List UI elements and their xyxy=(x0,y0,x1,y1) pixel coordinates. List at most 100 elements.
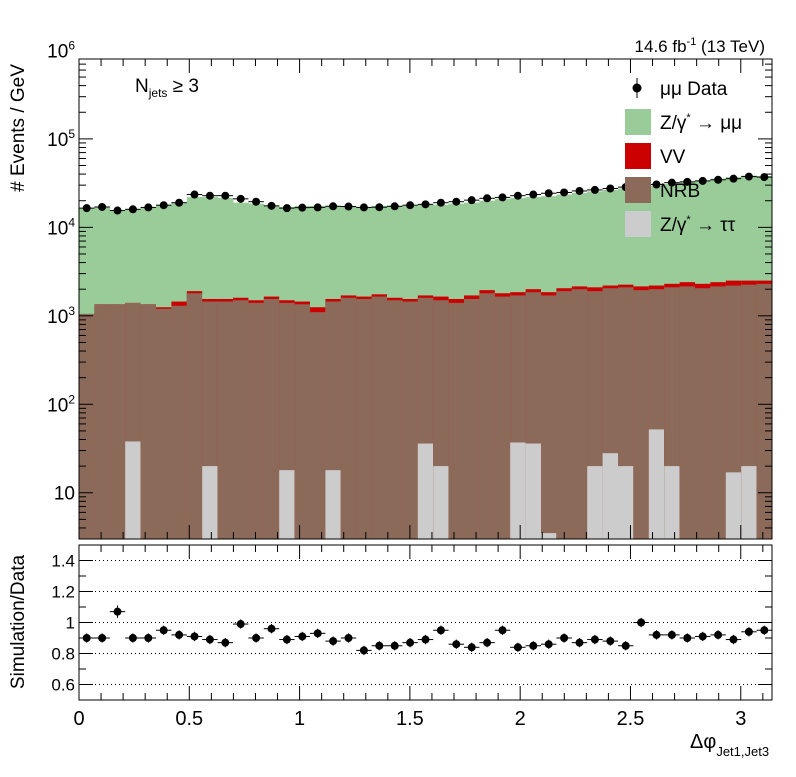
y-tick-label: 102 xyxy=(47,392,75,416)
data-point xyxy=(452,197,461,206)
data-point xyxy=(144,203,153,212)
bar-nrb xyxy=(371,296,388,539)
data-point xyxy=(267,201,276,210)
bar-ztt xyxy=(202,466,218,539)
selection-label: Njets ≥ 3 xyxy=(135,76,199,100)
data-point xyxy=(483,194,492,203)
y-tick-base: 10 xyxy=(47,395,68,416)
ratio-point xyxy=(236,620,245,629)
y-tick-base: 10 xyxy=(47,218,68,239)
ratio-point xyxy=(113,607,122,616)
x-tick-label: 2.5 xyxy=(617,708,645,730)
bar-ztt xyxy=(279,470,295,539)
data-point xyxy=(714,175,723,184)
data-point xyxy=(467,196,476,205)
ratio-point xyxy=(175,630,184,639)
legend-data-marker xyxy=(632,83,642,93)
y-tick-base: 10 xyxy=(47,130,68,151)
data-point xyxy=(729,174,738,183)
bar-nrb xyxy=(679,286,696,539)
data-point xyxy=(236,194,245,203)
bar-ztt xyxy=(417,443,434,539)
bar-ztt xyxy=(541,533,557,539)
ratio-point xyxy=(744,627,753,636)
ratio-point xyxy=(544,640,553,649)
bar-nrb xyxy=(541,295,557,539)
data-point xyxy=(683,177,692,186)
ratio-point xyxy=(406,638,415,647)
bar-ztt xyxy=(618,466,634,539)
bar-nrb xyxy=(756,283,773,539)
ratio-point xyxy=(652,630,661,639)
x-tick-label: 3 xyxy=(735,708,746,730)
ratio-point xyxy=(606,637,615,646)
data-point xyxy=(313,203,322,212)
bar-nrb xyxy=(233,300,249,539)
data-point xyxy=(344,202,353,211)
y-tick-exponent: 6 xyxy=(68,38,75,52)
bar-nrb xyxy=(140,304,157,539)
data-point xyxy=(698,176,707,185)
bar-nrb xyxy=(294,304,311,539)
legend-label-tail: → μμ xyxy=(691,113,742,134)
ratio-point xyxy=(205,635,214,644)
ratio-point xyxy=(82,634,91,642)
bar-ztt xyxy=(510,442,526,539)
bar-nrb xyxy=(186,293,203,539)
data-point xyxy=(359,203,368,212)
bar-nrb xyxy=(263,298,280,539)
bar-nrb xyxy=(402,301,419,539)
ratio-point xyxy=(128,634,137,642)
ratio-point xyxy=(252,634,261,642)
ratio-point xyxy=(159,626,168,635)
y-tick-exponent: 3 xyxy=(68,304,75,318)
data-point xyxy=(560,188,569,197)
data-point xyxy=(82,204,91,213)
ratio-point xyxy=(375,641,384,650)
data-point xyxy=(421,200,430,209)
y-tick-label: 103 xyxy=(47,304,75,328)
data-point xyxy=(205,191,214,200)
bar-ztt xyxy=(648,429,665,539)
x-tick-label: 2 xyxy=(515,708,526,730)
data-point xyxy=(221,191,230,200)
ratio-point xyxy=(590,635,599,644)
data-point xyxy=(498,193,507,202)
lumi-label: 14.6 fb-1 (13 TeV) xyxy=(635,36,765,56)
ratio-point xyxy=(298,632,307,641)
bar-nrb xyxy=(217,301,234,539)
ratio-point xyxy=(144,634,153,642)
bar-nrb xyxy=(156,308,172,539)
bar-ztt xyxy=(725,472,742,539)
ratio-frame xyxy=(78,544,773,701)
legend-label-nrb: NRB xyxy=(660,181,700,202)
data-point xyxy=(175,198,184,207)
x-tick-label: 0.5 xyxy=(175,708,203,730)
bar-ztt xyxy=(125,441,141,539)
legend-swatch-nrb xyxy=(625,177,651,203)
data-point xyxy=(128,205,137,214)
legend-swatch-zmm xyxy=(625,109,651,135)
bar-ztt xyxy=(741,466,757,539)
y-tick-exponent: 5 xyxy=(68,127,75,141)
bar-ztt xyxy=(525,443,541,539)
ratio-point xyxy=(760,626,769,635)
bar-nrb xyxy=(310,312,326,539)
ratio-panel: 0.6 0.8 1 1.2 1.4 0 0.5 1 1.5 2 2.5 3 Simulation/D… xyxy=(8,544,773,759)
bar-nrb xyxy=(494,296,511,539)
ratio-point xyxy=(575,638,584,647)
bar-nrb xyxy=(109,304,126,539)
legend-label-text: VV xyxy=(660,147,686,168)
y-tick-base: 10 xyxy=(47,307,68,328)
data-point xyxy=(513,191,522,200)
data-point xyxy=(436,198,445,207)
y-tick-label: 106 xyxy=(47,38,75,62)
y-tick-label: 105 xyxy=(47,127,75,151)
bar-nrb xyxy=(340,297,357,539)
bar-ztt xyxy=(433,466,449,539)
data-point xyxy=(744,172,753,181)
